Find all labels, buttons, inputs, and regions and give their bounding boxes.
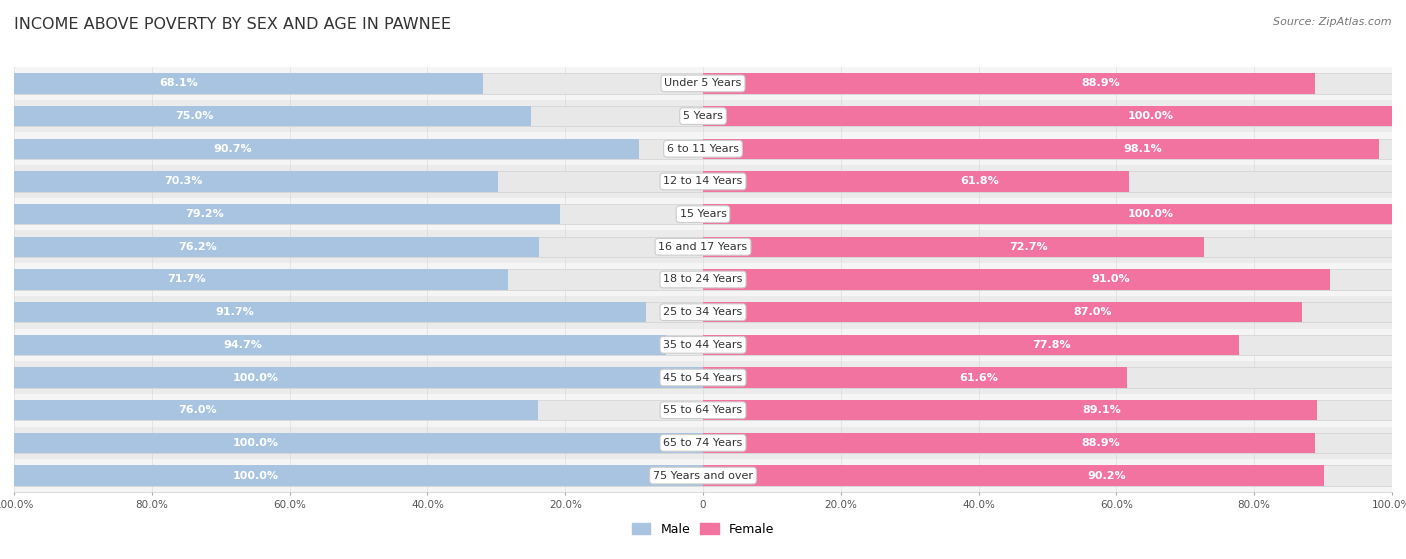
Text: 88.9%: 88.9% — [1081, 78, 1121, 88]
Bar — [14, 269, 508, 290]
Text: Source: ZipAtlas.com: Source: ZipAtlas.com — [1274, 17, 1392, 27]
Text: 75 Years and over: 75 Years and over — [652, 471, 754, 481]
Bar — [14, 73, 484, 93]
Text: 15 Years: 15 Years — [679, 209, 727, 219]
Bar — [703, 367, 1128, 388]
Bar — [14, 367, 703, 388]
Text: 91.7%: 91.7% — [215, 307, 254, 317]
Legend: Male, Female: Male, Female — [627, 518, 779, 541]
Text: 55 to 64 Years: 55 to 64 Years — [664, 405, 742, 415]
Bar — [14, 139, 638, 159]
Text: INCOME ABOVE POVERTY BY SEX AND AGE IN PAWNEE: INCOME ABOVE POVERTY BY SEX AND AGE IN P… — [14, 17, 451, 32]
Text: 16 and 17 Years: 16 and 17 Years — [658, 242, 748, 252]
Text: 25 to 34 Years: 25 to 34 Years — [664, 307, 742, 317]
Bar — [703, 139, 1379, 159]
Bar — [14, 466, 1392, 486]
FancyBboxPatch shape — [14, 296, 1392, 329]
Bar — [703, 204, 1392, 224]
Bar — [14, 204, 560, 224]
Text: 90.2%: 90.2% — [1088, 471, 1126, 481]
Bar — [14, 433, 1392, 453]
Text: 76.0%: 76.0% — [179, 405, 217, 415]
Text: 6 to 11 Years: 6 to 11 Years — [666, 144, 740, 154]
Bar — [14, 269, 1392, 290]
FancyBboxPatch shape — [14, 230, 1392, 263]
Bar — [14, 171, 1392, 192]
Bar — [14, 433, 703, 453]
FancyBboxPatch shape — [14, 100, 1392, 132]
Text: 35 to 44 Years: 35 to 44 Years — [664, 340, 742, 350]
Text: 87.0%: 87.0% — [1073, 307, 1112, 317]
FancyBboxPatch shape — [14, 361, 1392, 394]
Text: 68.1%: 68.1% — [159, 78, 198, 88]
FancyBboxPatch shape — [14, 67, 1392, 100]
Bar — [14, 302, 645, 323]
Bar — [703, 433, 1316, 453]
Text: 61.8%: 61.8% — [960, 177, 1000, 187]
Text: 75.0%: 75.0% — [176, 111, 214, 121]
Text: 18 to 24 Years: 18 to 24 Years — [664, 274, 742, 285]
FancyBboxPatch shape — [14, 394, 1392, 427]
Bar — [14, 73, 1392, 93]
Bar — [14, 171, 498, 192]
Text: 91.0%: 91.0% — [1091, 274, 1130, 285]
Bar — [703, 269, 1330, 290]
FancyBboxPatch shape — [14, 165, 1392, 198]
Text: 61.6%: 61.6% — [959, 372, 998, 382]
Bar — [14, 204, 1392, 224]
Text: 100.0%: 100.0% — [232, 471, 278, 481]
Bar — [14, 236, 1392, 257]
Text: 89.1%: 89.1% — [1083, 405, 1122, 415]
Text: 76.2%: 76.2% — [179, 242, 217, 252]
Bar — [14, 400, 1392, 420]
Bar — [14, 335, 1392, 355]
Bar — [14, 302, 1392, 323]
Bar — [14, 106, 1392, 126]
Text: 100.0%: 100.0% — [232, 372, 278, 382]
Bar — [14, 106, 531, 126]
Text: 79.2%: 79.2% — [186, 209, 225, 219]
Text: 65 to 74 Years: 65 to 74 Years — [664, 438, 742, 448]
Bar — [703, 302, 1302, 323]
Bar — [703, 73, 1316, 93]
Text: Under 5 Years: Under 5 Years — [665, 78, 741, 88]
FancyBboxPatch shape — [14, 459, 1392, 492]
Text: 5 Years: 5 Years — [683, 111, 723, 121]
Bar — [14, 236, 538, 257]
Bar — [703, 106, 1392, 126]
Text: 45 to 54 Years: 45 to 54 Years — [664, 372, 742, 382]
Text: 88.9%: 88.9% — [1081, 438, 1121, 448]
Bar — [703, 236, 1204, 257]
Text: 70.3%: 70.3% — [165, 177, 202, 187]
Text: 100.0%: 100.0% — [1128, 111, 1174, 121]
FancyBboxPatch shape — [14, 263, 1392, 296]
Bar — [703, 400, 1317, 420]
Text: 72.7%: 72.7% — [1010, 242, 1047, 252]
Text: 71.7%: 71.7% — [167, 274, 207, 285]
Text: 90.7%: 90.7% — [214, 144, 252, 154]
FancyBboxPatch shape — [14, 198, 1392, 230]
Text: 98.1%: 98.1% — [1123, 144, 1161, 154]
Bar — [703, 171, 1129, 192]
Bar — [14, 400, 537, 420]
Text: 94.7%: 94.7% — [224, 340, 262, 350]
Bar — [703, 466, 1324, 486]
Bar — [703, 335, 1239, 355]
Bar — [14, 367, 1392, 388]
Text: 77.8%: 77.8% — [1032, 340, 1071, 350]
Text: 12 to 14 Years: 12 to 14 Years — [664, 177, 742, 187]
FancyBboxPatch shape — [14, 427, 1392, 459]
Text: 100.0%: 100.0% — [232, 438, 278, 448]
Text: 100.0%: 100.0% — [1128, 209, 1174, 219]
FancyBboxPatch shape — [14, 329, 1392, 361]
Bar — [14, 139, 1392, 159]
FancyBboxPatch shape — [14, 132, 1392, 165]
Bar — [14, 335, 666, 355]
Bar — [14, 466, 703, 486]
